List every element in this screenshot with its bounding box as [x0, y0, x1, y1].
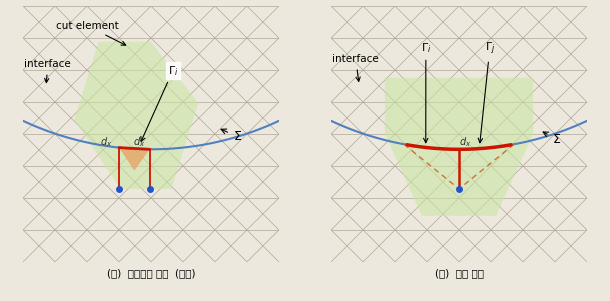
Text: $d_x$: $d_x$: [100, 135, 112, 149]
Text: $d_x$: $d_x$: [459, 135, 472, 149]
Text: interface: interface: [332, 54, 379, 81]
Text: cut element: cut element: [56, 21, 126, 45]
Text: $\Sigma$: $\Sigma$: [221, 129, 242, 143]
Polygon shape: [385, 78, 533, 216]
Text: (나)  절점 기반: (나) 절점 기반: [434, 268, 484, 278]
Text: $\Gamma_j$: $\Gamma_j$: [478, 40, 495, 143]
Text: interface: interface: [24, 59, 71, 82]
Text: (가)  절단요소 기반  (기존): (가) 절단요소 기반 (기존): [107, 268, 195, 278]
Polygon shape: [119, 147, 149, 171]
Text: $\Gamma_i$: $\Gamma_i$: [421, 41, 431, 143]
Text: $\Sigma$: $\Sigma$: [543, 132, 562, 146]
Polygon shape: [74, 42, 198, 189]
Text: $d_x$: $d_x$: [134, 135, 146, 149]
Text: $\Gamma_i$: $\Gamma_i$: [141, 64, 178, 141]
